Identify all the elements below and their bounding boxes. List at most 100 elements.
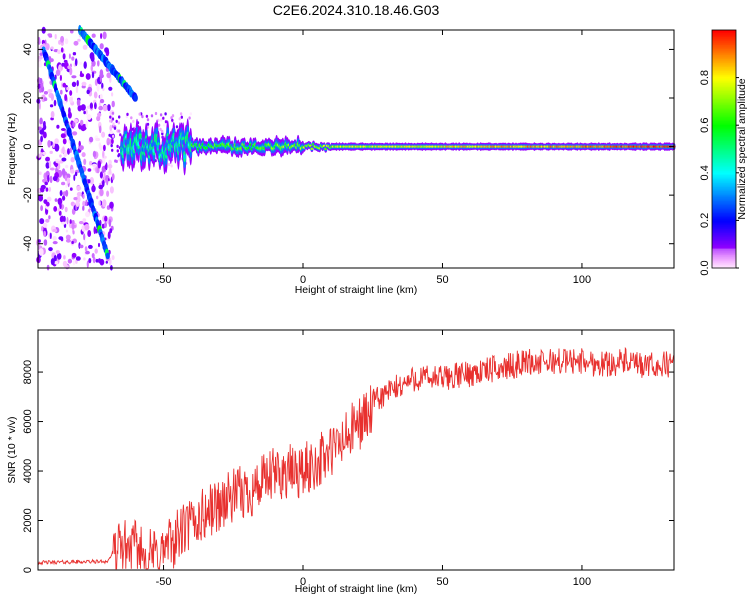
noise-cell [109, 124, 113, 132]
scatter-cell [170, 164, 173, 168]
noise-cell [109, 130, 114, 135]
noise-cell [82, 44, 88, 50]
noise-cell [107, 163, 113, 169]
colorbar-stripe [712, 206, 736, 209]
y-tick-label: 4000 [22, 459, 34, 483]
noise-cell [73, 197, 78, 201]
colorbar-stripe [712, 40, 736, 43]
noise-cell [85, 211, 90, 218]
colorbar-stripe [712, 86, 736, 89]
noise-cell [48, 215, 51, 220]
scatter-cell [175, 125, 179, 129]
y-tick-label: 2000 [22, 508, 34, 532]
noise-cell [66, 86, 70, 91]
colorbar-stripe [712, 138, 736, 141]
scatter-cell [164, 120, 168, 124]
noise-cell [76, 185, 82, 191]
colorbar-stripe [712, 232, 736, 235]
colorbar-stripe [712, 184, 736, 187]
colorbar-stripe [712, 78, 736, 81]
noise-cell [55, 69, 61, 76]
colorbar-stripe [712, 64, 736, 67]
noise-cell [50, 111, 55, 118]
noise-cell [60, 89, 63, 95]
scatter-cell [145, 114, 149, 118]
colorbar-stripe [712, 212, 736, 215]
colorbar-tick-label: 0.6 [699, 118, 711, 133]
noise-cell [83, 257, 86, 261]
colorbar-stripe [712, 230, 736, 233]
noise-cell [39, 87, 42, 93]
colorbar-tick-label: 0.0 [699, 260, 711, 275]
scatter-cell [164, 112, 167, 116]
colorbar-stripe [712, 72, 736, 75]
noise-cell [42, 222, 48, 228]
noise-cell [78, 220, 84, 225]
colorbar-stripe [712, 74, 736, 77]
colorbar-stripe [712, 160, 736, 163]
scatter-cell [117, 121, 121, 125]
trace-1-cell [133, 94, 138, 102]
colorbar-label: Normalized spectral amplitude [736, 78, 748, 219]
colorbar-stripe [712, 30, 736, 33]
noise-cell [77, 105, 82, 112]
noise-cell [66, 173, 71, 179]
noise-cell [92, 256, 96, 264]
spectrogram-y-axis-label: Frequency (Hz) [6, 113, 18, 185]
y-tick-label: 40 [22, 43, 34, 55]
colorbar-stripe [712, 134, 736, 137]
colorbar-stripe [712, 170, 736, 173]
noise-cell [49, 150, 53, 154]
noise-cell [75, 199, 80, 207]
noise-cell [98, 142, 102, 149]
noise-cell [88, 160, 93, 166]
noise-cell [43, 239, 48, 246]
noise-cell [71, 252, 77, 258]
scatter-cell [109, 115, 112, 119]
noise-cell [93, 226, 97, 235]
noise-cell [46, 196, 52, 202]
noise-cell [98, 242, 100, 248]
noise-cell [80, 125, 86, 132]
colorbar-stripe [712, 42, 736, 45]
noise-cell [73, 118, 79, 123]
noise-cell [102, 87, 105, 92]
noise-cell [40, 186, 45, 193]
noise-cell [60, 35, 65, 43]
noise-cell [82, 200, 86, 207]
scatter-cell [189, 112, 192, 116]
noise-cell [50, 258, 55, 266]
carrier-core [183, 154, 187, 160]
noise-cell [66, 216, 69, 225]
noise-cell [80, 119, 84, 126]
scatter-cell [159, 113, 163, 117]
colorbar-stripe [712, 92, 736, 95]
noise-cell [40, 205, 43, 212]
noise-cell [43, 230, 47, 237]
noise-cell [50, 46, 54, 50]
noise-cell [47, 140, 51, 148]
noise-cell [62, 195, 66, 201]
noise-cell [98, 105, 104, 111]
colorbar-stripe [712, 54, 736, 57]
noise-cell [86, 114, 92, 120]
noise-cell [109, 201, 114, 209]
noise-cell [108, 86, 113, 91]
spectrogram-panel: -50 0 50 100 -40 -20 0 20 40 Height of straight… [6, 24, 676, 296]
colorbar-stripe [712, 154, 736, 157]
snr-frame [37, 329, 675, 571]
x-tick-label: 100 [573, 274, 591, 286]
noise-cell [48, 186, 52, 192]
noise-cell [71, 56, 75, 61]
noise-cell [104, 215, 108, 222]
noise-cell [83, 61, 87, 69]
noise-cell [107, 231, 111, 239]
noise-cell [56, 252, 62, 260]
noise-cell [92, 183, 95, 192]
noise-cell [104, 47, 109, 53]
noise-cell [72, 131, 78, 136]
colorbar-stripe [712, 244, 736, 247]
noise-cell [66, 177, 71, 184]
colorbar-stripe [712, 36, 736, 39]
colorbar-stripe [712, 176, 736, 179]
